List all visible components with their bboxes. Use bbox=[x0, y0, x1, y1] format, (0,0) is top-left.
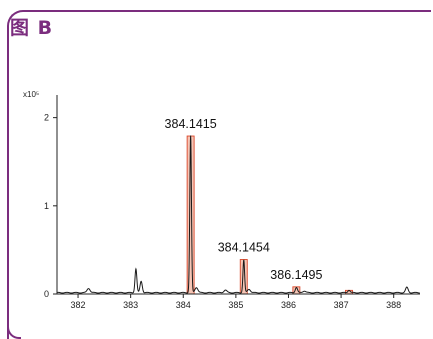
figure-frame bbox=[7, 10, 431, 339]
spectrum-line bbox=[56, 135, 420, 294]
figure-title: 图 B bbox=[10, 17, 54, 39]
y-scale-label: x10⁵ bbox=[23, 90, 39, 99]
y-tick-label-1: 1 bbox=[44, 201, 49, 211]
x-tick-label-386: 386 bbox=[281, 300, 296, 310]
x-tick-label-387: 387 bbox=[334, 300, 349, 310]
x-tick-label-383: 383 bbox=[123, 300, 138, 310]
x-tick-label-388: 388 bbox=[386, 300, 401, 310]
y-tick-label-0: 0 bbox=[44, 289, 49, 299]
frame-corner bbox=[7, 325, 21, 339]
x-tick-label-384: 384 bbox=[176, 300, 191, 310]
x-tick-label-382: 382 bbox=[71, 300, 86, 310]
y-tick-label-2: 2 bbox=[44, 113, 49, 123]
peak-label-2: 386.1495 bbox=[270, 268, 322, 282]
x-tick-label-385: 385 bbox=[228, 300, 243, 310]
peak-label-1: 384.1454 bbox=[218, 240, 270, 254]
peak-label-0: 384.1415 bbox=[165, 117, 217, 131]
